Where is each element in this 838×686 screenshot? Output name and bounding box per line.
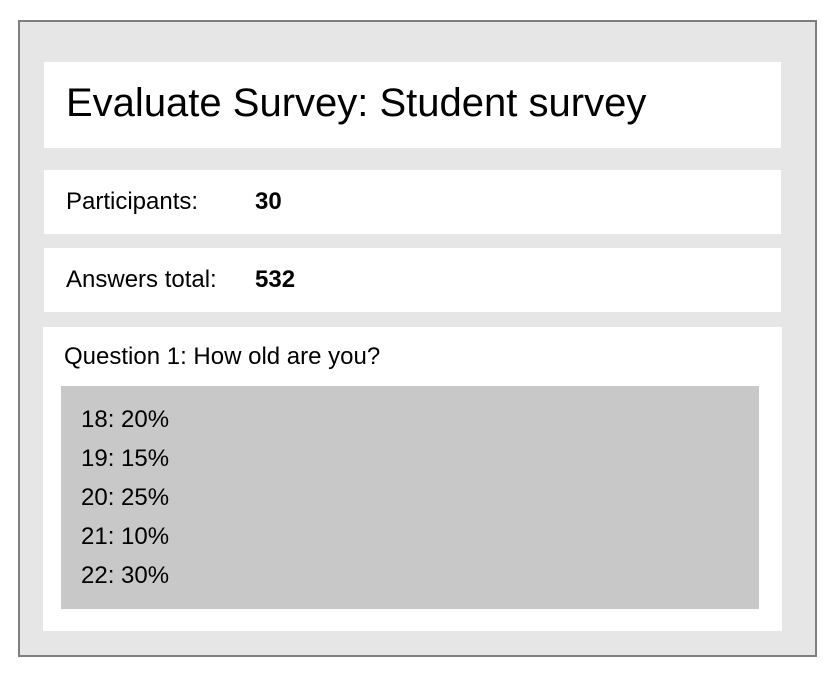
page-title: Evaluate Survey: Student survey [66, 81, 647, 125]
answers-total-panel: Answers total: 532 [44, 248, 781, 312]
survey-evaluation-window: Evaluate Survey: Student survey Particip… [18, 20, 817, 657]
answer-item-21: 21: 10% [81, 523, 170, 550]
participants-value: 30 [255, 188, 282, 215]
answers-box: 18: 20% 19: 15% 20: 25% 21: 10% 22: 30% [61, 386, 759, 609]
answers-total-value: 532 [255, 266, 296, 293]
answer-item-18: 18: 20% [81, 406, 170, 433]
question-panel: Question 1: How old are you? 18: 20% 19:… [43, 327, 782, 631]
participants-label: Participants: [66, 188, 199, 215]
answers-total-label: Answers total: [66, 266, 217, 293]
participants-panel: Participants: 30 [44, 170, 781, 234]
title-panel: Evaluate Survey: Student survey [44, 62, 781, 148]
question-title: Question 1: How old are you? [64, 343, 381, 370]
answer-item-22: 22: 30% [81, 562, 170, 589]
answer-item-19: 19: 15% [81, 445, 170, 472]
answer-item-20: 20: 25% [81, 484, 170, 511]
answer-list: 18: 20% 19: 15% 20: 25% 21: 10% 22: 30% [81, 400, 169, 595]
